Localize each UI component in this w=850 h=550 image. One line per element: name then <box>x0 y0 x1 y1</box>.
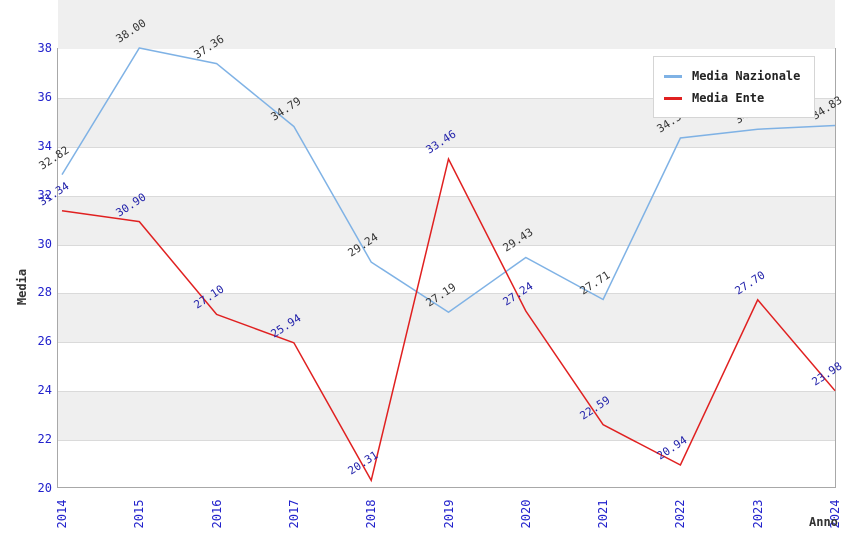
legend-label: Media Ente <box>692 91 765 105</box>
gridline <box>58 440 835 442</box>
legend-item: Media Nazionale <box>664 65 804 87</box>
x-axis-title: Anno <box>809 515 838 529</box>
gridline <box>58 195 835 197</box>
background-band <box>58 0 835 49</box>
y-tick-label: 34 <box>37 138 52 153</box>
y-tick-label: 20 <box>37 481 52 495</box>
y-axis-title: Media <box>15 268 29 306</box>
gridline <box>58 146 835 148</box>
legend-line-swatch <box>664 74 682 78</box>
y-tick-label: 30 <box>37 236 52 251</box>
legend-line-swatch <box>664 96 682 100</box>
y-tick-label: 38 <box>37 41 52 55</box>
gridline <box>58 391 835 393</box>
x-tick-label: 2014 <box>55 499 69 529</box>
legend-label: Media Nazionale <box>692 69 801 83</box>
legend-item: Media Ente <box>664 87 804 109</box>
y-tick-label: 32 <box>37 187 52 202</box>
background-band <box>58 195 835 245</box>
x-tick-label: 2022 <box>673 499 688 529</box>
background-band <box>58 391 835 441</box>
x-tick-label: 2016 <box>209 499 224 529</box>
x-tick-label: 2017 <box>286 499 301 529</box>
y-tick-label: 26 <box>37 334 52 349</box>
legend: Media Nazionale Media Ente <box>653 56 815 118</box>
y-tick-label: 28 <box>37 285 52 300</box>
x-tick-label: 2019 <box>441 499 456 529</box>
gridline <box>58 244 835 246</box>
x-tick-label: 2021 <box>596 499 611 529</box>
y-tick-label: 22 <box>37 432 52 447</box>
y-tick-label: 24 <box>37 383 52 398</box>
x-tick-label: 2015 <box>132 499 147 529</box>
x-tick-label: 2020 <box>518 499 533 529</box>
background-band <box>58 293 835 343</box>
x-tick-label: 2018 <box>364 499 379 529</box>
y-tick-label: 36 <box>37 89 52 104</box>
gridline <box>58 342 835 344</box>
x-tick-label: 2023 <box>750 499 765 529</box>
